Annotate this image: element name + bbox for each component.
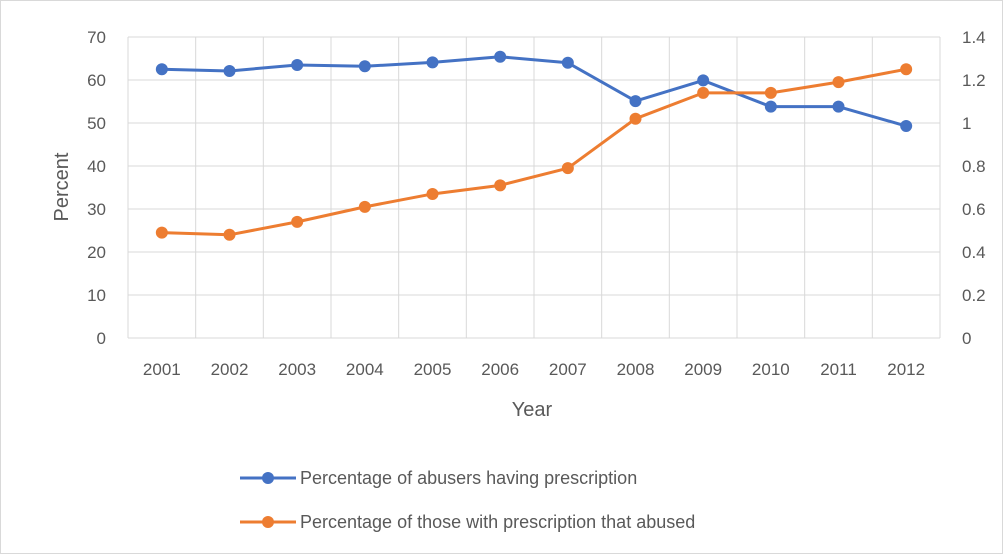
left-tick-label: 40 — [87, 157, 106, 176]
data-point — [764, 100, 777, 113]
left-axis-ticks: 0 10 20 30 40 50 60 70 — [87, 28, 106, 348]
legend-marker — [262, 516, 274, 528]
x-tick-label: 2011 — [820, 360, 857, 379]
data-point — [426, 187, 439, 200]
data-point — [697, 86, 710, 99]
left-tick-label: 30 — [87, 200, 106, 219]
x-tick-label: 2008 — [617, 360, 655, 379]
right-tick-label: 0 — [962, 329, 971, 348]
right-tick-label: 0.8 — [962, 157, 986, 176]
right-tick-label: 0.2 — [962, 286, 986, 305]
data-point — [358, 200, 371, 213]
left-tick-label: 20 — [87, 243, 106, 262]
left-tick-label: 10 — [87, 286, 106, 305]
legend-entry: Percentage of those with prescription th… — [240, 512, 695, 532]
x-tick-label: 2012 — [887, 360, 925, 379]
x-tick-label: 2009 — [684, 360, 722, 379]
data-point — [629, 112, 642, 125]
x-tick-label: 2006 — [481, 360, 519, 379]
data-point — [629, 95, 642, 108]
data-point — [358, 60, 371, 73]
legend-label: Percentage of abusers having prescriptio… — [300, 468, 637, 488]
data-point — [155, 63, 168, 76]
data-point — [697, 74, 710, 87]
series-2 — [155, 63, 913, 241]
data-point — [900, 120, 913, 133]
data-point — [291, 58, 304, 71]
data-point — [561, 162, 574, 175]
data-point — [223, 228, 236, 241]
legend-label: Percentage of those with prescription th… — [300, 512, 695, 532]
series-line — [161, 55, 907, 128]
legend-entry: Percentage of abusers having prescriptio… — [240, 468, 637, 488]
legend: Percentage of abusers having prescriptio… — [240, 468, 695, 532]
y-axis-title: Percent — [51, 152, 73, 221]
data-point — [223, 64, 236, 77]
right-tick-label: 1.4 — [962, 28, 986, 47]
data-point — [832, 76, 845, 89]
data-point — [291, 215, 304, 228]
left-tick-label: 60 — [87, 71, 106, 90]
series — [155, 50, 913, 241]
right-axis-ticks: 0 0.2 0.4 0.6 0.8 1 1.2 1.4 — [962, 28, 986, 348]
x-tick-label: 2002 — [211, 360, 249, 379]
data-point — [832, 100, 845, 113]
x-axis-ticks: 2001 2002 2003 2004 2005 2006 2007 2008 2009 2010… — [143, 360, 925, 379]
data-point — [494, 179, 507, 192]
right-tick-label: 0.4 — [962, 243, 986, 262]
legend-marker — [262, 472, 274, 484]
left-tick-label: 50 — [87, 114, 106, 133]
series-line — [161, 67, 907, 237]
data-point — [155, 226, 168, 239]
left-tick-label: 0 — [97, 329, 106, 348]
x-tick-label: 2005 — [414, 360, 452, 379]
left-tick-label: 70 — [87, 28, 106, 47]
x-tick-label: 2004 — [346, 360, 384, 379]
data-point — [494, 50, 507, 63]
x-axis-title: Year — [512, 399, 553, 421]
x-tick-label: 2007 — [549, 360, 587, 379]
x-tick-label: 2001 — [143, 360, 181, 379]
right-tick-label: 0.6 — [962, 200, 986, 219]
data-point — [561, 56, 574, 69]
right-tick-label: 1 — [962, 114, 971, 133]
data-point — [764, 86, 777, 99]
data-point — [900, 63, 913, 76]
x-tick-label: 2003 — [278, 360, 316, 379]
right-tick-label: 1.2 — [962, 71, 986, 90]
gridlines — [127, 36, 941, 339]
x-tick-label: 2010 — [752, 360, 790, 379]
series-1 — [155, 50, 913, 133]
data-point — [426, 56, 439, 69]
